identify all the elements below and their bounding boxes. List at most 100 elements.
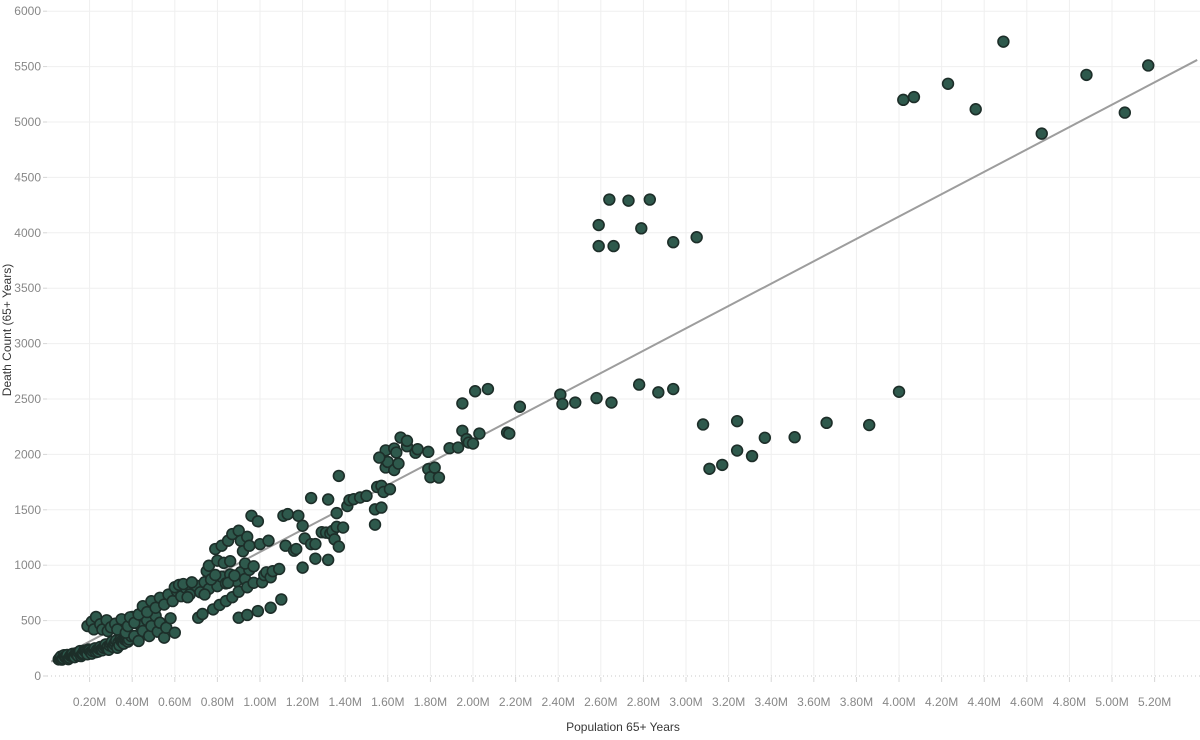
data-point[interactable] (321, 553, 335, 567)
data-point[interactable] (422, 445, 435, 459)
data-point[interactable] (667, 236, 680, 249)
data-point[interactable] (969, 103, 982, 116)
x-tick-label: 0.40M (116, 695, 149, 709)
data-point[interactable] (209, 568, 222, 582)
data-point[interactable] (198, 588, 211, 601)
data-point[interactable] (716, 458, 729, 472)
data-point[interactable] (635, 222, 648, 235)
data-point[interactable] (892, 385, 906, 398)
data-point[interactable] (897, 93, 910, 107)
data-point[interactable] (251, 515, 265, 528)
data-point[interactable] (690, 231, 703, 244)
data-point[interactable] (941, 77, 955, 90)
data-point[interactable] (696, 418, 710, 431)
data-point[interactable] (296, 561, 309, 574)
data-point[interactable] (375, 501, 388, 514)
data-point[interactable] (157, 631, 171, 644)
data-point[interactable] (368, 518, 382, 531)
data-point[interactable] (132, 634, 145, 648)
data-point[interactable] (264, 601, 277, 614)
data-point[interactable] (556, 397, 569, 411)
data-point[interactable] (730, 414, 744, 428)
data-point[interactable] (667, 382, 680, 396)
data-point[interactable] (503, 427, 516, 440)
data-point[interactable] (592, 239, 605, 253)
data-point[interactable] (603, 193, 616, 206)
data-point[interactable] (336, 521, 350, 534)
data-point[interactable] (241, 608, 254, 622)
data-point[interactable] (360, 489, 373, 503)
data-point[interactable] (481, 382, 495, 396)
data-point[interactable] (309, 537, 322, 551)
data-point[interactable] (473, 427, 486, 440)
data-point[interactable] (451, 441, 465, 454)
y-tick-label: 6000 (14, 4, 41, 18)
data-point[interactable] (652, 386, 665, 399)
data-point[interactable] (321, 493, 335, 506)
data-point[interactable] (758, 431, 772, 444)
data-point[interactable] (392, 457, 405, 470)
data-point[interactable] (400, 434, 414, 448)
data-point[interactable] (643, 193, 657, 206)
data-point[interactable] (290, 542, 303, 556)
y-tick-label: 500 (21, 614, 41, 628)
data-point[interactable] (820, 416, 833, 430)
data-point[interactable] (592, 218, 605, 232)
y-tick-label: 2000 (14, 447, 41, 461)
y-tick-label: 5000 (14, 115, 41, 129)
data-point[interactable] (432, 471, 446, 484)
data-point[interactable] (304, 491, 318, 505)
data-point[interactable] (262, 534, 275, 547)
data-point[interactable] (272, 562, 286, 576)
data-point[interactable] (281, 507, 294, 521)
data-point[interactable] (373, 451, 386, 464)
data-point[interactable] (168, 626, 182, 639)
data-point[interactable] (622, 194, 635, 207)
data-point[interactable] (196, 607, 209, 621)
data-point[interactable] (1035, 127, 1048, 140)
data-point[interactable] (703, 462, 716, 476)
data-point[interactable] (383, 482, 397, 496)
x-tick-label: 4.60M (1010, 695, 1043, 709)
data-point[interactable] (251, 604, 265, 618)
data-point[interactable] (468, 385, 482, 398)
data-point[interactable] (1142, 59, 1155, 72)
data-point[interactable] (411, 442, 424, 456)
data-point[interactable] (607, 239, 620, 253)
data-point[interactable] (181, 591, 194, 604)
data-point[interactable] (788, 431, 801, 444)
data-point[interactable] (390, 446, 403, 459)
data-point[interactable] (332, 540, 346, 553)
y-tick-label: 1000 (14, 558, 41, 572)
data-point[interactable] (223, 555, 237, 568)
data-point[interactable] (730, 444, 744, 457)
data-point[interactable] (1118, 106, 1132, 119)
data-point[interactable] (243, 539, 256, 552)
data-point[interactable] (466, 437, 480, 450)
data-point[interactable] (185, 576, 199, 589)
data-point[interactable] (907, 90, 921, 104)
data-point[interactable] (632, 378, 646, 391)
data-point[interactable] (456, 397, 469, 410)
data-point[interactable] (330, 506, 343, 520)
data-point[interactable] (164, 612, 177, 625)
data-point[interactable] (247, 560, 260, 573)
data-point[interactable] (292, 509, 305, 522)
data-point[interactable] (997, 35, 1010, 48)
data-point[interactable] (569, 396, 582, 409)
data-point[interactable] (296, 519, 309, 532)
data-point[interactable] (1080, 68, 1093, 82)
data-point[interactable] (428, 461, 441, 474)
data-point[interactable] (309, 552, 322, 565)
data-point[interactable] (513, 400, 527, 413)
data-point[interactable] (228, 569, 241, 582)
data-point[interactable] (605, 396, 618, 409)
y-tick-label: 2500 (14, 392, 41, 406)
data-point[interactable] (332, 469, 346, 483)
data-point[interactable] (590, 391, 603, 405)
data-point[interactable] (275, 593, 288, 606)
data-point[interactable] (745, 449, 759, 463)
data-point[interactable] (863, 418, 876, 432)
x-tick-label: 2.80M (627, 695, 660, 709)
